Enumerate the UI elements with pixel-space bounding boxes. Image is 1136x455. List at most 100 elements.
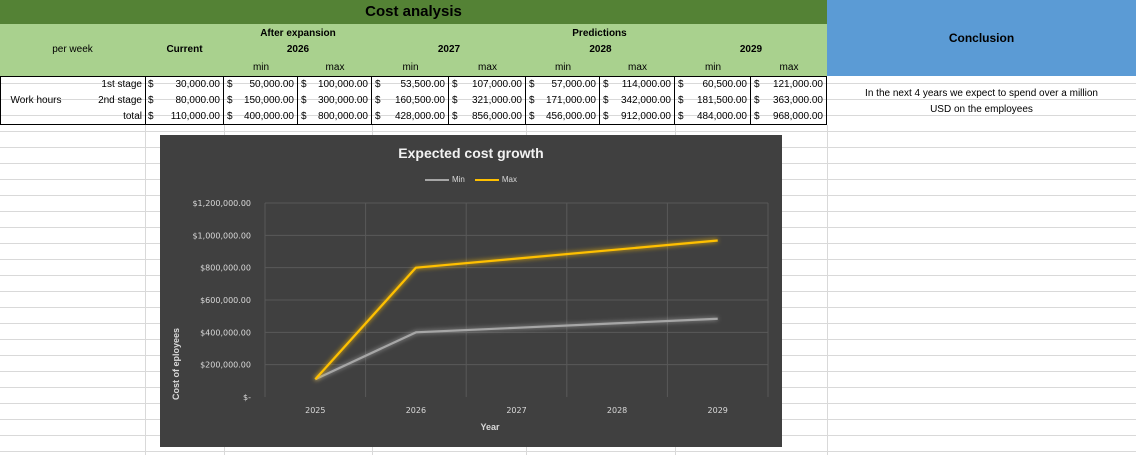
- header-background: [0, 24, 827, 76]
- conclusion-text-line1[interactable]: In the next 4 years we expect to spend o…: [865, 88, 1098, 99]
- chart-title: Expected cost growth: [398, 145, 544, 161]
- x-axis-title: Year: [480, 422, 500, 432]
- cell-stage2-col1[interactable]: $150,000.00: [224, 93, 298, 109]
- currency-symbol: $: [678, 111, 684, 122]
- cell-stage1-col0[interactable]: $30,000.00: [145, 77, 224, 93]
- y-axis-title: Cost of eployees: [171, 327, 181, 401]
- cell-value: 114,000.00: [621, 79, 671, 90]
- currency-symbol: $: [754, 95, 760, 106]
- cell-total-col4[interactable]: $856,000.00: [449, 109, 526, 125]
- header-min-2029[interactable]: min: [704, 62, 722, 73]
- legend-swatch-max: [474, 178, 499, 181]
- gridline: [827, 125, 828, 455]
- cell-stage1-col5[interactable]: $57,000.00: [526, 77, 600, 93]
- cell-value: 171,000.00: [545, 95, 596, 106]
- currency-symbol: $: [148, 111, 154, 122]
- currency-symbol: $: [678, 95, 684, 106]
- cell-value: 428,000.00: [394, 111, 445, 122]
- cell-stage2-col4[interactable]: $321,000.00: [449, 93, 526, 109]
- cell-value: 100,000.00: [317, 79, 368, 90]
- header-year-2028[interactable]: 2028: [589, 44, 612, 55]
- cell-total-col5[interactable]: $456,000.00: [526, 109, 600, 125]
- row-label-stage2[interactable]: 2nd stage: [98, 95, 142, 106]
- series-line-min[interactable]: [314, 317, 718, 381]
- header-min-2028[interactable]: min: [554, 62, 572, 73]
- currency-symbol: $: [603, 95, 609, 106]
- currency-symbol: $: [754, 111, 760, 122]
- currency-symbol: $: [452, 95, 458, 106]
- legend-label-min: Min: [451, 175, 465, 184]
- cost-growth-chart[interactable]: Expected cost growth Min Max $- $200,000.…: [160, 135, 782, 447]
- conclusion-header[interactable]: Conclusion: [827, 0, 1136, 76]
- currency-symbol: $: [678, 79, 684, 90]
- header-max-2026[interactable]: max: [325, 62, 345, 73]
- cell-value: 30,000.00: [175, 79, 221, 90]
- sheet-title[interactable]: Cost analysis: [0, 0, 827, 24]
- cell-stage2-col3[interactable]: $160,500.00: [372, 93, 449, 109]
- legend-swatch-min: [424, 178, 449, 181]
- cell-stage2-col7[interactable]: $181,500.00: [675, 93, 751, 109]
- cell-stage1-col2[interactable]: $100,000.00: [298, 77, 372, 93]
- cell-value: 53,500.00: [400, 79, 446, 90]
- cell-value: 363,000.00: [772, 95, 823, 106]
- y-tick-label: $1,200,000.00: [192, 199, 251, 208]
- cell-value: 400,000.00: [243, 111, 294, 122]
- cell-value: 484,000.00: [696, 111, 747, 122]
- row-label-stage1[interactable]: 1st stage: [101, 79, 142, 90]
- currency-symbol: $: [529, 79, 535, 90]
- header-min-2026[interactable]: min: [252, 62, 270, 73]
- cell-stage1-col4[interactable]: $107,000.00: [449, 77, 526, 93]
- cell-stage2-col0[interactable]: $80,000.00: [145, 93, 224, 109]
- header-current[interactable]: Current: [166, 44, 203, 55]
- cell-stage1-col7[interactable]: $60,500.00: [675, 77, 751, 93]
- cell-total-col6[interactable]: $912,000.00: [600, 109, 675, 125]
- cell-total-col3[interactable]: $428,000.00: [372, 109, 449, 125]
- currency-symbol: $: [148, 79, 154, 90]
- cell-total-col1[interactable]: $400,000.00: [224, 109, 298, 125]
- cell-total-col7[interactable]: $484,000.00: [675, 109, 751, 125]
- header-year-2026[interactable]: 2026: [286, 44, 310, 55]
- series-line-max[interactable]: [314, 239, 718, 380]
- header-max-2029[interactable]: max: [779, 62, 799, 73]
- x-tick-label: 2026: [406, 406, 426, 415]
- header-year-2029[interactable]: 2029: [739, 44, 763, 55]
- currency-symbol: $: [375, 79, 381, 90]
- header-year-2027[interactable]: 2027: [437, 44, 461, 55]
- header-max-2027[interactable]: max: [478, 62, 497, 73]
- y-tick-label: $800,000.00: [200, 264, 251, 273]
- row-label-work-hours[interactable]: Work hours: [10, 95, 62, 106]
- cell-stage2-col5[interactable]: $171,000.00: [526, 93, 600, 109]
- chart-plot-area: $- $200,000.00 $400,000.00 $600,000.00 $800,…: [192, 199, 769, 415]
- cell-value: 60,500.00: [702, 79, 748, 90]
- cell-value: 181,500.00: [696, 95, 747, 106]
- cell-total-col0[interactable]: $110,000.00: [145, 109, 224, 125]
- cell-value: 342,000.00: [620, 95, 671, 106]
- cell-stage1-col6[interactable]: $114,000.00: [600, 77, 675, 93]
- cell-value: 50,000.00: [249, 79, 295, 90]
- x-tick-label: 2029: [708, 406, 728, 415]
- cell-value: 321,000.00: [471, 95, 522, 106]
- header-after-expansion[interactable]: After expansion: [260, 28, 336, 39]
- x-tick-label: 2028: [607, 406, 627, 415]
- row-label-block: [0, 76, 145, 125]
- conclusion-text-line2[interactable]: USD on the employees: [930, 104, 1033, 115]
- cell-stage1-col1[interactable]: $50,000.00: [224, 77, 298, 93]
- row-label-total[interactable]: total: [123, 111, 142, 122]
- cell-stage1-col3[interactable]: $53,500.00: [372, 77, 449, 93]
- cell-total-col2[interactable]: $800,000.00: [298, 109, 372, 125]
- header-min-2027[interactable]: min: [402, 62, 419, 73]
- legend-label-max: Max: [501, 175, 517, 184]
- legend-item-min: Min: [424, 175, 465, 184]
- x-tick-label: 2027: [506, 406, 526, 415]
- cell-value: 80,000.00: [175, 95, 221, 106]
- cell-value: 300,000.00: [317, 95, 368, 106]
- header-predictions[interactable]: Predictions: [572, 28, 627, 39]
- currency-symbol: $: [301, 111, 307, 122]
- cell-stage2-col6[interactable]: $342,000.00: [600, 93, 675, 109]
- cell-stage2-col2[interactable]: $300,000.00: [298, 93, 372, 109]
- header-max-2028[interactable]: max: [628, 62, 647, 73]
- y-tick-label: $-: [243, 393, 251, 402]
- header-per-week[interactable]: per week: [52, 44, 93, 55]
- currency-symbol: $: [529, 95, 535, 106]
- chart-legend: Min Max: [160, 175, 782, 184]
